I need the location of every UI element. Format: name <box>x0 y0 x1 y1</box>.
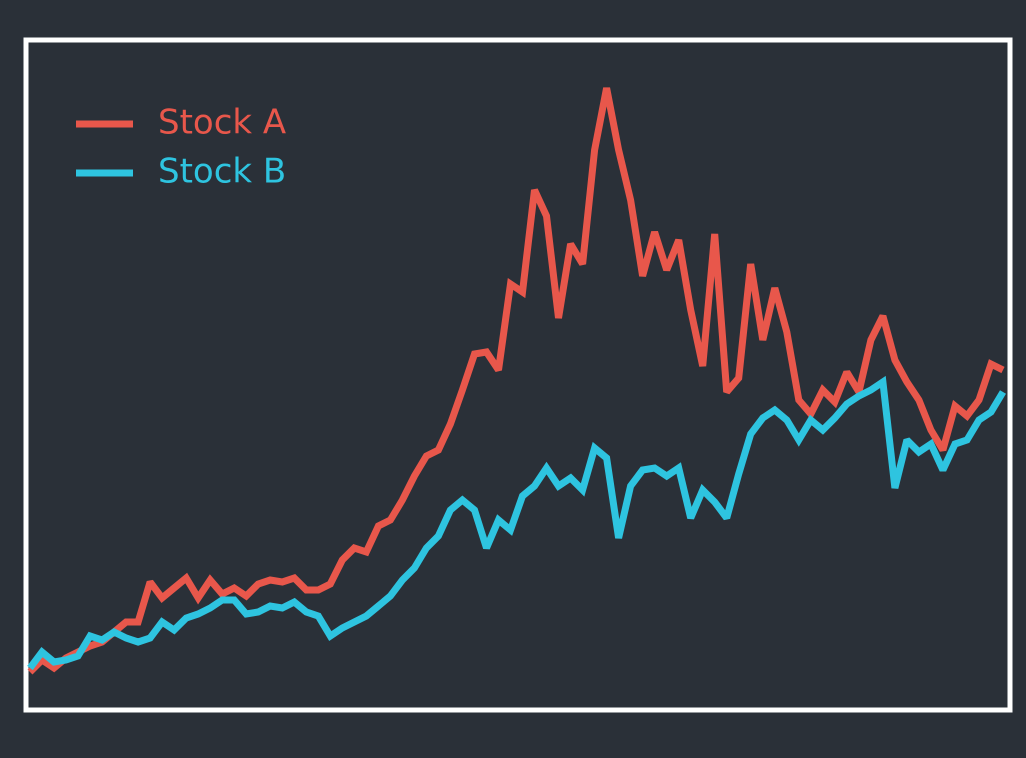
legend-label: Stock A <box>158 103 286 143</box>
series-line <box>27 375 1007 671</box>
series-line <box>27 87 1005 675</box>
legend-label: Stock B <box>158 152 286 192</box>
